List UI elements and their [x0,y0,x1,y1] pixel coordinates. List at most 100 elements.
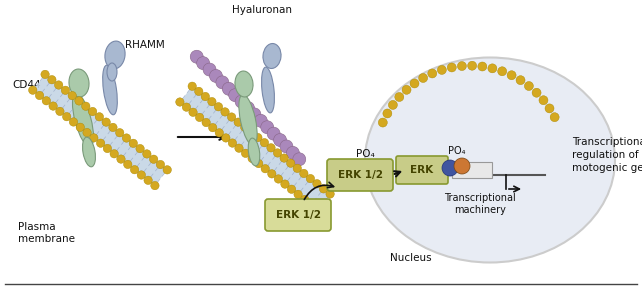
Circle shape [129,139,137,147]
Circle shape [294,190,302,199]
Circle shape [280,154,288,162]
Circle shape [267,144,275,152]
Circle shape [229,89,241,102]
Circle shape [190,50,204,63]
Circle shape [378,118,387,127]
Circle shape [383,109,392,118]
Circle shape [196,57,210,70]
Circle shape [90,134,98,142]
Circle shape [498,67,507,76]
Circle shape [545,104,554,113]
Circle shape [254,114,267,127]
Circle shape [447,63,456,72]
Circle shape [195,113,204,122]
Circle shape [248,108,261,121]
Circle shape [221,134,230,142]
Ellipse shape [261,67,274,113]
Text: CD44: CD44 [12,80,40,90]
Circle shape [150,155,158,164]
FancyBboxPatch shape [180,86,330,210]
Circle shape [478,62,487,71]
Circle shape [228,139,237,147]
FancyBboxPatch shape [452,162,492,178]
Circle shape [56,107,64,116]
Circle shape [274,175,282,183]
Circle shape [102,118,110,126]
Circle shape [234,118,243,126]
Circle shape [62,112,71,121]
Circle shape [261,121,273,134]
Text: Nucleus: Nucleus [390,253,431,263]
FancyBboxPatch shape [265,199,331,231]
Circle shape [130,166,139,174]
Circle shape [216,76,229,89]
Circle shape [209,69,223,82]
Circle shape [457,62,466,71]
Circle shape [110,150,118,158]
Ellipse shape [83,137,96,167]
Circle shape [241,123,249,131]
Text: ERK 1/2: ERK 1/2 [275,210,320,220]
Circle shape [201,92,209,101]
Circle shape [208,97,216,106]
Ellipse shape [107,63,117,81]
Circle shape [306,174,315,183]
Circle shape [313,205,322,214]
Circle shape [516,76,525,85]
Text: ERK: ERK [410,165,433,175]
Circle shape [49,102,57,110]
Ellipse shape [103,65,117,115]
Circle shape [163,166,171,174]
Circle shape [103,144,112,153]
Circle shape [419,73,428,82]
Circle shape [188,82,196,90]
Circle shape [116,129,124,137]
Circle shape [182,103,191,111]
Circle shape [281,180,289,188]
Text: ERK 1/2: ERK 1/2 [338,170,383,180]
Circle shape [144,176,152,184]
Circle shape [261,164,270,173]
Circle shape [209,123,217,132]
FancyBboxPatch shape [33,74,167,186]
Circle shape [89,107,97,116]
Circle shape [235,95,248,108]
Circle shape [488,64,497,73]
Text: Transcriptional
machinery: Transcriptional machinery [444,193,516,215]
FancyBboxPatch shape [396,156,448,184]
Ellipse shape [105,41,125,69]
Circle shape [123,134,131,142]
Circle shape [136,144,144,153]
Circle shape [326,190,334,198]
Circle shape [254,159,263,168]
Circle shape [293,153,306,166]
Circle shape [222,82,235,95]
Circle shape [288,185,296,193]
Circle shape [247,128,256,137]
Circle shape [143,150,151,158]
Text: PO₄: PO₄ [356,149,374,159]
Circle shape [293,164,302,173]
Circle shape [41,70,49,79]
Circle shape [83,128,91,137]
Circle shape [137,171,146,179]
Circle shape [35,91,44,100]
Circle shape [108,123,117,131]
Circle shape [454,158,470,174]
Circle shape [96,139,105,147]
Circle shape [203,63,216,76]
Circle shape [48,75,56,84]
Circle shape [195,87,203,96]
Circle shape [273,149,282,157]
Text: Transcriptional
regulation of
motogenic genes: Transcriptional regulation of motogenic … [572,137,642,173]
Circle shape [313,179,321,188]
FancyBboxPatch shape [327,159,393,191]
Circle shape [151,181,159,190]
Circle shape [248,154,256,163]
Circle shape [286,159,295,167]
Circle shape [215,129,223,137]
Circle shape [267,127,280,140]
Circle shape [395,92,404,101]
Ellipse shape [263,44,281,68]
Circle shape [82,102,90,110]
